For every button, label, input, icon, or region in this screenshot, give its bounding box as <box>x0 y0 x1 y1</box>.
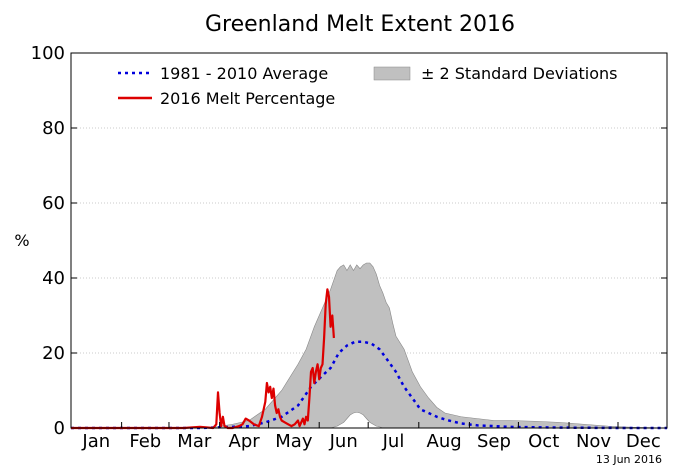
y-tick-label-3: 60 <box>42 193 65 214</box>
x-tick-label-1: Feb <box>129 431 161 452</box>
y-axis-label: % <box>14 231 29 250</box>
y-tick-label-2: 40 <box>42 268 65 289</box>
x-tick-label-8: Sep <box>477 431 511 452</box>
x-tick-label-10: Nov <box>576 431 611 452</box>
plot-area: 0 20 40 60 80 100 Jan Feb Mar Apr May Jun Jul Aug Sep O… <box>31 43 668 452</box>
x-tick-label-6: Jul <box>382 431 405 452</box>
x-tick-label-5: Jun <box>329 431 358 452</box>
x-tick-label-4: May <box>275 431 313 452</box>
x-tick-label-9: Oct <box>528 431 559 452</box>
date-stamp: 13 Jun 2016 <box>596 453 662 466</box>
x-tick-label-11: Dec <box>626 431 661 452</box>
x-tick-label-2: Mar <box>177 431 212 452</box>
legend-band-label: ± 2 Standard Deviations <box>421 64 618 83</box>
average-line <box>71 340 667 430</box>
chart-title: Greenland Melt Extent 2016 <box>205 12 515 37</box>
x-tick-label-3: Apr <box>229 431 261 452</box>
current-year-line <box>71 288 335 430</box>
x-tick-label-7: Aug <box>427 431 462 452</box>
y-tick-label-0: 0 <box>54 418 65 439</box>
legend-band-swatch <box>373 66 411 81</box>
y-tick-label-1: 20 <box>42 343 65 364</box>
legend-current-label: 2016 Melt Percentage <box>160 89 335 108</box>
legend: 1981 - 2010 Average 2016 Melt Percentage… <box>118 64 618 108</box>
legend-average-label: 1981 - 2010 Average <box>160 64 328 83</box>
y-tick-label-4: 80 <box>42 118 65 139</box>
plot-frame <box>70 52 668 429</box>
y-tick-label-5: 100 <box>31 43 65 64</box>
x-tick-label-0: Jan <box>81 431 110 452</box>
